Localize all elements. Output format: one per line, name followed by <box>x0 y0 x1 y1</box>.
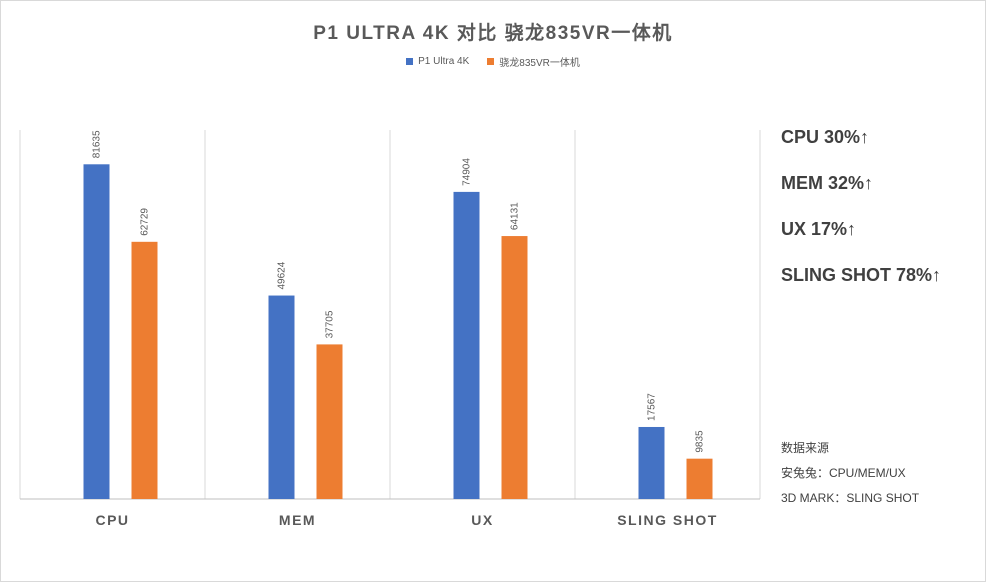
x-tick-label: UX <box>471 512 493 528</box>
legend-item-series-1: P1 Ultra 4K <box>406 56 469 67</box>
legend-item-series-2: 骁龙835VR一体机 <box>487 54 580 69</box>
note-sling-shot: SLING SHOT 78%↑ <box>781 265 942 285</box>
x-tick-label: CPU <box>95 512 129 528</box>
bar-1-mem <box>268 295 295 499</box>
data-label: 9835 <box>695 430 706 453</box>
x-tick-label: SLING SHOT <box>617 512 718 528</box>
data-source: 数据来源 安兔兔：CPU/MEM/UX 3D MARK：SLING SHOT <box>781 438 919 513</box>
note-mem: MEM 32%↑ <box>781 173 874 193</box>
data-label: 74904 <box>462 158 473 186</box>
data-label: 49624 <box>277 261 288 289</box>
data-label: 64131 <box>510 202 521 230</box>
chart-title: P1 ULTRA 4K 对比 骁龙835VR一体机 <box>313 23 673 44</box>
legend-swatch-series-2 <box>487 58 495 65</box>
x-tick-label: MEM <box>279 512 316 528</box>
bar-2-sling-shot <box>686 458 713 499</box>
data-label: 37705 <box>325 310 336 338</box>
bar-1-cpu <box>83 164 110 499</box>
note-ux: UX 17%↑ <box>781 219 857 239</box>
bar-1-sling-shot <box>638 426 665 499</box>
data-label: 62729 <box>140 208 151 236</box>
data-label: 81635 <box>92 130 103 158</box>
legend-label-series-1: P1 Ultra 4K <box>418 56 470 67</box>
legend-label-series-2: 骁龙835VR一体机 <box>499 58 580 69</box>
legend-swatch-series-1 <box>406 58 414 65</box>
data-label: 17567 <box>647 393 658 421</box>
bar-2-mem <box>316 344 343 499</box>
improvement-notes: CPU 30%↑ MEM 32%↑ UX 17%↑ SLING SHOT 78%… <box>781 122 941 306</box>
bar-2-ux <box>501 236 528 499</box>
legend: P1 Ultra 4K 骁龙835VR一体机 <box>0 54 986 69</box>
source-line-antutu: 安兔兔：CPU/MEM/UX <box>781 466 906 480</box>
bar-2-cpu <box>131 241 158 499</box>
note-cpu: CPU 30%↑ <box>781 127 870 147</box>
bar-1-ux <box>453 191 480 499</box>
source-line-3dmark: 3D MARK：SLING SHOT <box>781 491 920 505</box>
source-heading: 数据来源 <box>781 441 830 455</box>
